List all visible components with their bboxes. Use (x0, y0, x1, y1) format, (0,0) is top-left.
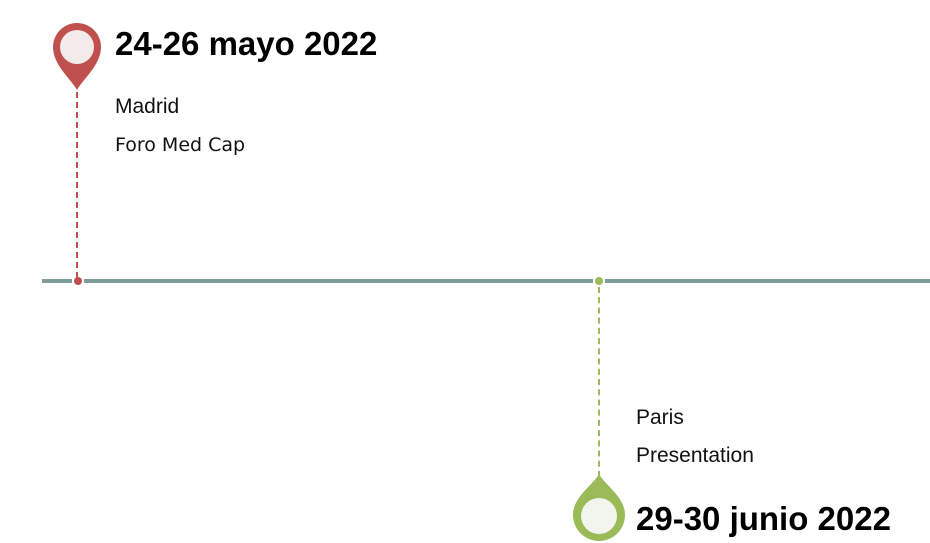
event-connector-1 (76, 82, 78, 278)
event-marker-dot-2 (595, 277, 603, 285)
timeline-axis (42, 279, 930, 283)
event-date: 24-26 mayo 2022 (115, 25, 378, 62)
event-date: 29-30 junio 2022 (636, 500, 891, 537)
event-location: Paris (636, 406, 684, 429)
map-pin-icon (53, 23, 101, 90)
event-description: Presentation (636, 444, 754, 467)
map-pin-icon (573, 474, 625, 541)
event-location: Madrid (115, 95, 180, 118)
event-description: Foro Med Cap (115, 134, 246, 156)
event-connector-2 (598, 287, 600, 477)
event-marker-dot-1 (74, 277, 82, 285)
